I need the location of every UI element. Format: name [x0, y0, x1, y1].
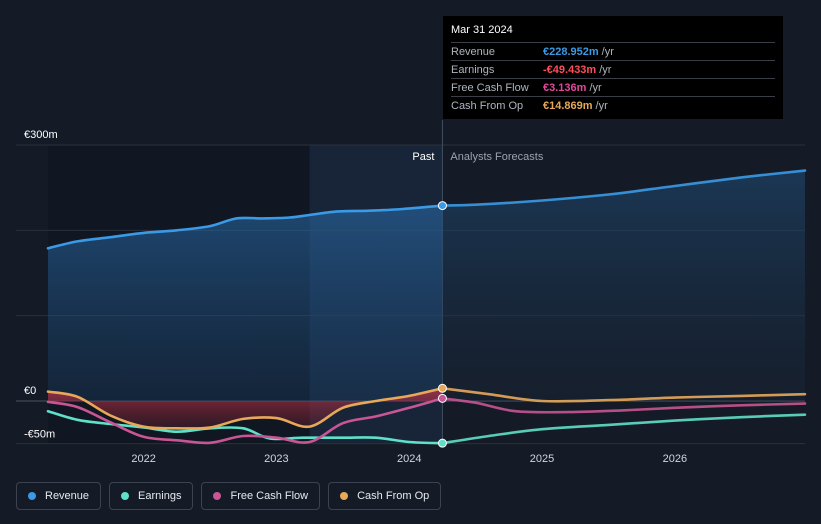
x-tick-label: 2025: [530, 453, 554, 465]
legend-label: Cash From Op: [357, 490, 430, 502]
legend-item-revenue[interactable]: Revenue: [16, 482, 102, 510]
legend-dot-icon: [340, 492, 349, 500]
legend-dot-icon: [28, 492, 36, 500]
cash-from-op-highlight-point: [437, 383, 447, 393]
legend-dot-icon: [121, 492, 130, 500]
tooltip-metric-unit: /yr: [589, 81, 602, 94]
tooltip-metric-value: €3.136m: [543, 81, 587, 94]
earnings-highlight-point: [437, 438, 447, 448]
legend-label: Revenue: [45, 490, 90, 502]
revenue-line-forecast: [441, 169, 807, 207]
earnings-line-past: [46, 409, 444, 445]
tooltip-date: Mar 31 2024: [451, 24, 513, 36]
tooltip-row: Revenue €228.952m/yr: [451, 42, 775, 60]
financial-chart: €300m €0 -€50m 2022 2023 2024 2025 2026 Past Anal…: [16, 120, 807, 465]
forecast-label: Analysts Forecasts: [450, 151, 543, 163]
tooltip-row: Free Cash Flow €3.136m/yr: [451, 78, 775, 96]
past-label: Past: [412, 151, 434, 163]
y-tick-label: -€50m: [24, 429, 55, 441]
legend-item-earnings[interactable]: Earnings: [109, 482, 194, 510]
revenue-line-past: [46, 204, 444, 250]
y-tick-label: €0: [24, 385, 36, 397]
free-cash-flow-line-forecast: [441, 397, 807, 414]
tooltip-metric-value: €14.869m: [543, 99, 593, 112]
legend-item-free-cash-flow[interactable]: Free Cash Flow: [201, 482, 321, 510]
legend-item-cash-from-op[interactable]: Cash From Op: [328, 482, 442, 510]
free-cash-flow-line-past: [46, 397, 444, 445]
tooltip-metric-unit: /yr: [595, 99, 608, 112]
revenue-area-forecast: [442, 170, 805, 401]
loss-area: [48, 388, 443, 429]
legend-dot-icon: [213, 492, 222, 500]
tooltip-metric-name: Revenue: [451, 45, 496, 58]
tooltip-metric-name: Earnings: [451, 63, 495, 76]
tooltip-metric-unit: /yr: [599, 63, 612, 76]
x-tick-label: 2024: [397, 453, 421, 465]
revenue-area-past: [48, 205, 443, 401]
revenue-highlight-point: [437, 201, 447, 211]
x-tick-label: 2026: [663, 453, 687, 465]
legend-label: Earnings: [138, 490, 182, 502]
legend-label: Free Cash Flow: [230, 490, 309, 502]
tooltip-row: Cash From Op €14.869m/yr: [451, 96, 775, 114]
tooltip-metric-name: Cash From Op: [451, 99, 524, 112]
tooltip-metric-value: -€49.433m: [543, 63, 597, 76]
cash-from-op-line-forecast: [441, 387, 807, 403]
x-tick-label: 2023: [264, 453, 288, 465]
tooltip-row: Earnings -€49.433m/yr: [451, 60, 775, 78]
tooltip-panel: Mar 31 2024 Revenue €228.952m/yr Earnings -…: [443, 16, 783, 119]
free-cash-flow-highlight-point: [437, 393, 447, 403]
x-tick-label: 2022: [131, 453, 155, 465]
earnings-line-forecast: [441, 413, 807, 445]
y-tick-label: €300m: [24, 129, 58, 141]
chart-legend: Revenue Earnings Free Cash Flow Cash From O…: [16, 482, 442, 510]
tooltip-metric-name: Free Cash Flow: [451, 81, 529, 94]
tooltip-metric-value: €228.952m: [543, 45, 599, 58]
cash-from-op-line-past: [46, 387, 444, 430]
tooltip-metric-unit: /yr: [601, 45, 614, 58]
